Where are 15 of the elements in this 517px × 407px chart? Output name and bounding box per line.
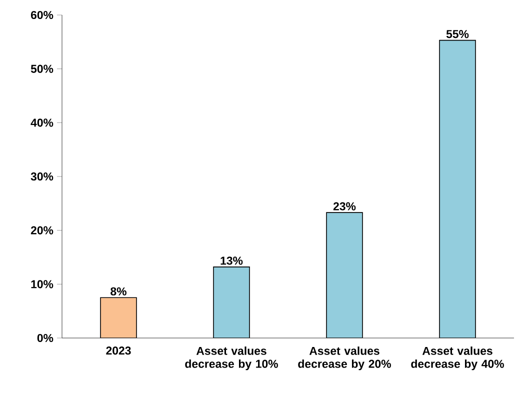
x-tick-label: Asset values decrease by 10% xyxy=(185,346,278,370)
data-label: 23% xyxy=(333,202,356,210)
y-tick-label: 40% xyxy=(30,118,54,127)
data-label: 8% xyxy=(110,287,126,296)
y-tick-label: 60% xyxy=(30,10,54,20)
x-tick-label: Asset values decrease by 40% xyxy=(411,346,504,370)
y-tick-label: 0% xyxy=(37,334,54,342)
data-label: 13% xyxy=(220,256,243,265)
data-label: 55% xyxy=(446,30,469,38)
y-tick-label: 10% xyxy=(31,280,54,288)
x-tick-label: 2023 xyxy=(106,346,131,355)
x-tick-label: Asset values decrease by 20% xyxy=(298,346,391,370)
y-tick-label: 30% xyxy=(30,172,54,181)
y-tick-label: 20% xyxy=(30,226,54,234)
y-tick-label: 50% xyxy=(30,64,54,73)
